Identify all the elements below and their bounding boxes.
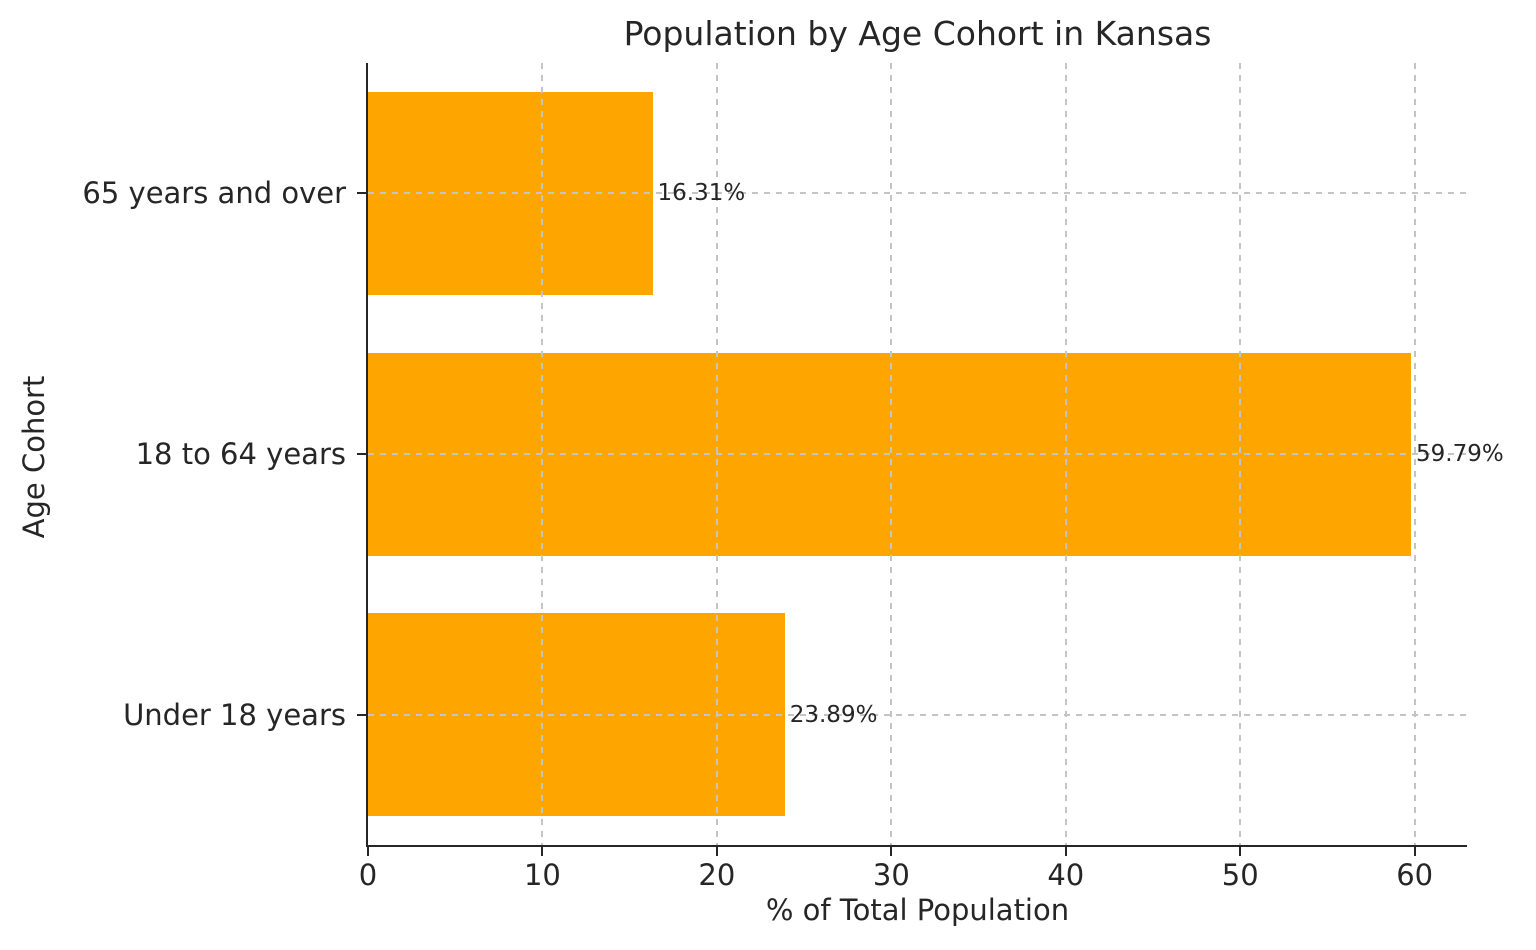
y-tick-mark bbox=[357, 192, 366, 195]
x-tick-label: 0 bbox=[358, 858, 378, 892]
y-tick-mark bbox=[357, 713, 366, 716]
y-axis-spine bbox=[366, 63, 368, 847]
x-tick-mark bbox=[715, 847, 718, 856]
y-gridline bbox=[368, 192, 1467, 195]
x-tick-label: 50 bbox=[1221, 858, 1259, 892]
category-label: Under 18 years bbox=[123, 697, 346, 732]
chart-title: Population by Age Cohort in Kansas bbox=[623, 14, 1212, 53]
x-tick-mark bbox=[367, 847, 369, 856]
x-tick-label: 40 bbox=[1047, 858, 1085, 892]
y-gridline bbox=[368, 713, 1467, 716]
value-label: 23.89% bbox=[789, 701, 878, 728]
y-tick-mark bbox=[357, 453, 366, 455]
value-label: 16.31% bbox=[657, 180, 746, 207]
y-gridline bbox=[368, 453, 1467, 455]
x-tick-mark bbox=[1064, 847, 1067, 856]
category-label: 65 years and over bbox=[82, 176, 346, 211]
plot-area: 16.31% 59.79% 23.89% bbox=[366, 63, 1504, 847]
x-tick-mark bbox=[1239, 847, 1242, 856]
x-tick-label: 20 bbox=[698, 858, 736, 892]
x-tick-label: 60 bbox=[1396, 858, 1434, 892]
x-tick-label: 30 bbox=[872, 858, 910, 892]
x-tick-mark bbox=[541, 847, 544, 856]
value-label: 59.79% bbox=[1416, 441, 1504, 467]
x-axis-spine bbox=[366, 845, 1467, 847]
x-tick-mark bbox=[890, 847, 893, 856]
x-tick-label: 10 bbox=[523, 858, 561, 892]
x-axis-label: % of Total Population bbox=[765, 893, 1070, 927]
x-tick-mark bbox=[1413, 847, 1416, 856]
category-label: 18 to 64 years bbox=[135, 437, 346, 471]
